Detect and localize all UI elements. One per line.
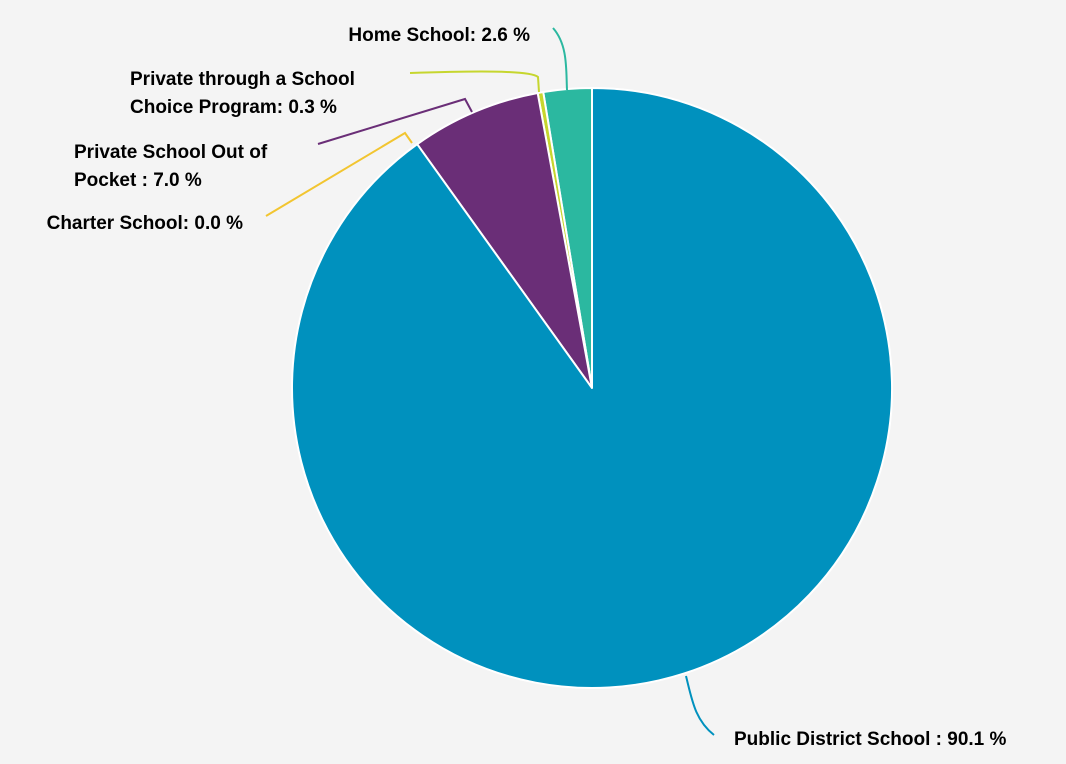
slice-label-line: Charter School: 0.0 % xyxy=(47,213,243,234)
slice-label-line: Pocket : 7.0 % xyxy=(74,170,202,191)
pie-slice-private-school-out-of-pocket[interactable] xyxy=(416,91,593,389)
slice-label-public-district-school: Public District School : 90.1 % xyxy=(734,729,1007,750)
slice-label-line: Private through a School xyxy=(130,69,355,90)
leader-line-private-through-a-school-choice-program xyxy=(409,70,540,93)
pie-slice-public-district-school[interactable] xyxy=(291,87,893,689)
leader-line-private-school-out-of-pocket xyxy=(317,97,473,145)
leader-line-charter-school xyxy=(265,131,413,217)
slice-label-line: Home School: 2.6 % xyxy=(348,25,530,46)
leader-lines-layer xyxy=(265,27,715,736)
labels-layer: Home School: 2.6 % Private through a Scho… xyxy=(47,25,1007,750)
slice-label-line: Private School Out of xyxy=(74,142,268,163)
slice-label-private-school-out-of-pocket: Private School Out of Pocket : 7.0 % xyxy=(74,142,268,191)
leader-line-public-district-school xyxy=(685,675,715,736)
slice-label-line: Choice Program: 0.3 % xyxy=(130,97,337,118)
slice-label-charter-school: Charter School: 0.0 % xyxy=(47,213,243,234)
slice-label-home-school: Home School: 2.6 % xyxy=(348,25,530,46)
leader-line-home-school xyxy=(552,27,568,91)
slices-layer xyxy=(291,87,893,689)
slice-label-private-through-a-school-choice-program: Private through a School Choice Program: … xyxy=(130,69,355,118)
slice-label-line: Public District School : 90.1 % xyxy=(734,729,1007,750)
